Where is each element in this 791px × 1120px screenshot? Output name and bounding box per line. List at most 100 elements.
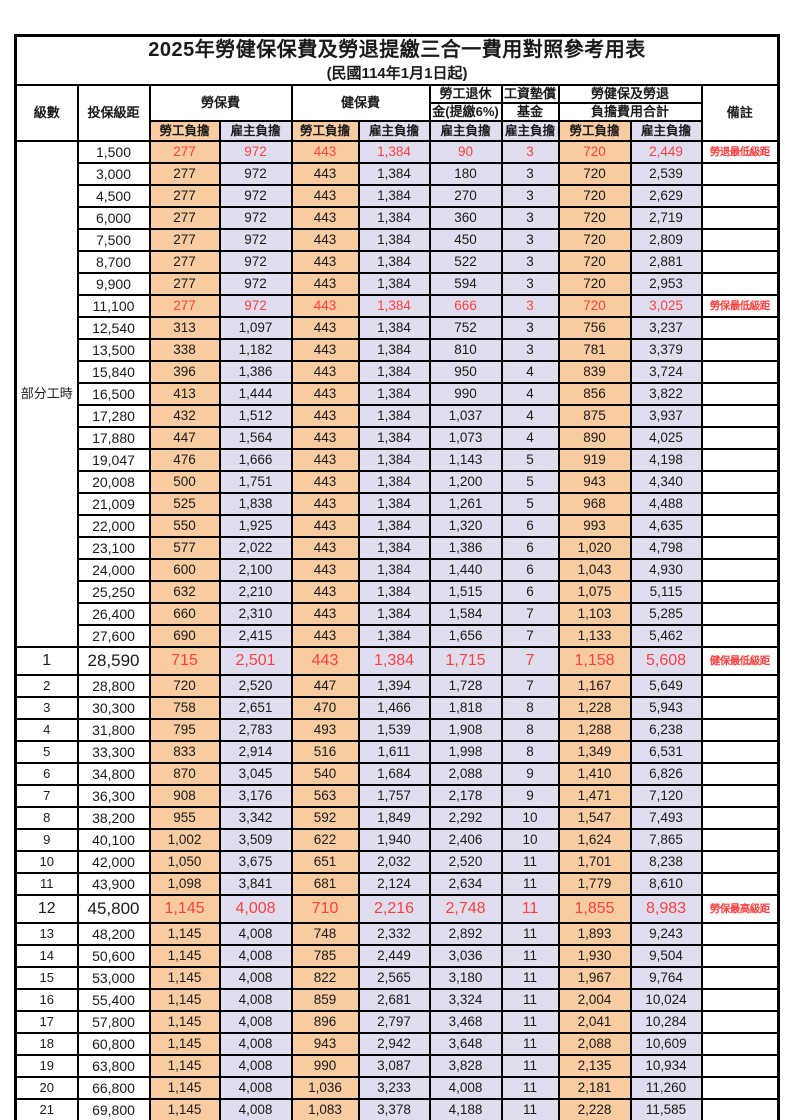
cell-remarks	[700, 922, 780, 946]
table-row: 4 31,800 795 2,783 493 1,539 1,908 8 1,288 6,238	[14, 718, 780, 742]
cell-total-employee: 943	[557, 470, 632, 494]
cell-total-employer: 5,649	[629, 674, 703, 698]
cell-bracket: 19,047	[76, 448, 151, 472]
cell-labor-employer: 972	[218, 140, 293, 164]
cell-wage-fund-employer: 3	[500, 338, 560, 362]
cell-remarks	[700, 536, 780, 560]
cell-health-employee: 443	[290, 448, 360, 472]
cell-level: 19	[14, 1054, 79, 1078]
cell-health-employee: 443	[290, 140, 360, 164]
table-row: 7,500 277 972 443 1,384 450 3 720 2,809	[16, 228, 780, 252]
cell-total-employer: 3,937	[629, 404, 703, 428]
cell-pension-employer: 3,324	[428, 988, 503, 1012]
table-row: 17,280 432 1,512 443 1,384 1,037 4 875 3,937	[16, 404, 780, 428]
cell-health-employer: 1,384	[357, 536, 431, 560]
cell-remarks	[700, 206, 780, 230]
col-header-health-insurance: 健保費	[290, 84, 431, 122]
cell-health-employer: 1,384	[357, 338, 431, 362]
cell-remarks	[700, 944, 780, 968]
cell-bracket: 23,100	[76, 536, 151, 560]
cell-labor-employer: 1,097	[218, 316, 293, 340]
col-header-labor-insurance: 勞保費	[148, 84, 293, 122]
cell-level: 1	[14, 646, 79, 676]
cell-labor-employee: 600	[148, 558, 221, 582]
cell-health-employer: 1,384	[357, 492, 431, 516]
cell-total-employee: 1,228	[557, 696, 632, 720]
cell-total-employee: 1,967	[557, 966, 632, 990]
cell-pension-employer: 90	[428, 140, 503, 164]
cell-wage-fund-employer: 11	[500, 1098, 560, 1120]
cell-remarks	[700, 272, 780, 296]
cell-labor-employee: 277	[148, 162, 221, 186]
col-header-remarks: 備註	[700, 84, 780, 142]
table-row: 15,840 396 1,386 443 1,384 950 4 839 3,724	[16, 360, 780, 384]
cell-labor-employee: 277	[148, 228, 221, 252]
table-row: 21 69,800 1,145 4,008 1,083 3,378 4,188 11 2,228…	[14, 1098, 780, 1120]
table-row: 5 33,300 833 2,914 516 1,611 1,998 8 1,349 6,531	[14, 740, 780, 764]
cell-level: 21	[14, 1098, 79, 1120]
cell-labor-employer: 1,512	[218, 404, 293, 428]
cell-remarks	[700, 1054, 780, 1078]
cell-total-employee: 2,135	[557, 1054, 632, 1078]
cell-total-employer: 5,115	[629, 580, 703, 604]
cell-total-employer: 10,934	[629, 1054, 703, 1078]
cell-health-employee: 470	[290, 696, 360, 720]
cell-total-employer: 2,881	[629, 250, 703, 274]
cell-health-employee: 443	[290, 184, 360, 208]
cell-wage-fund-employer: 10	[500, 828, 560, 852]
subheader-labor-employee-share: 勞工負擔	[148, 120, 221, 142]
cell-total-employee: 1,893	[557, 922, 632, 946]
cell-labor-employer: 1,838	[218, 492, 293, 516]
cell-remarks	[700, 624, 780, 648]
cell-remarks	[700, 162, 780, 186]
cell-health-employee: 443	[290, 294, 360, 318]
col-header-total-line2: 負擔費用合計	[557, 102, 703, 122]
table-row: 9,900 277 972 443 1,384 594 3 720 2,953	[16, 272, 780, 296]
cell-labor-employer: 2,210	[218, 580, 293, 604]
cell-health-employee: 443	[290, 580, 360, 604]
page-subtitle: (民國114年1月1日起)	[326, 65, 468, 82]
cell-labor-employee: 720	[148, 674, 221, 698]
cell-health-employee: 540	[290, 762, 360, 786]
cell-labor-employee: 1,145	[148, 1054, 221, 1078]
cell-health-employee: 990	[290, 1054, 360, 1078]
cell-total-employer: 4,798	[629, 536, 703, 560]
cell-pension-employer: 3,648	[428, 1032, 503, 1056]
cell-bracket: 3,000	[76, 162, 151, 186]
cell-bracket: 11,100	[76, 294, 151, 318]
cell-total-employer: 8,238	[629, 850, 703, 874]
col-header-wage-fund-line2: 基金	[500, 102, 560, 122]
cell-wage-fund-employer: 3	[500, 184, 560, 208]
col-header-pension-line1: 勞工退休	[428, 84, 503, 104]
cell-labor-employer: 1,182	[218, 338, 293, 362]
cell-wage-fund-employer: 4	[500, 404, 560, 428]
table-row: 17,880 447 1,564 443 1,384 1,073 4 890 4,025	[16, 426, 780, 450]
cell-health-employer: 1,384	[357, 624, 431, 648]
cell-health-employee: 859	[290, 988, 360, 1012]
cell-wage-fund-employer: 3	[500, 140, 560, 164]
col-header-total-line1: 勞健保及勞退	[557, 84, 703, 104]
table-row: 6,000 277 972 443 1,384 360 3 720 2,719	[16, 206, 780, 230]
cell-labor-employee: 476	[148, 448, 221, 472]
cell-total-employer: 10,024	[629, 988, 703, 1012]
cell-health-employer: 1,757	[357, 784, 431, 808]
cell-labor-employer: 2,783	[218, 718, 293, 742]
cell-total-employer: 4,340	[629, 470, 703, 494]
col-header-level: 級數	[14, 84, 79, 142]
cell-remarks	[700, 740, 780, 764]
cell-level: 2	[14, 674, 79, 698]
cell-total-employer: 2,629	[629, 184, 703, 208]
cell-health-employee: 443	[290, 514, 360, 538]
table-row: 27,600 690 2,415 443 1,384 1,656 7 1,133 5,462	[16, 624, 780, 648]
cell-total-employee: 720	[557, 162, 632, 186]
cell-remarks	[700, 762, 780, 786]
cell-labor-employee: 1,145	[148, 1076, 221, 1100]
cell-labor-employee: 277	[148, 272, 221, 296]
cell-level: 16	[14, 988, 79, 1012]
cell-total-employee: 1,288	[557, 718, 632, 742]
cell-remarks	[700, 1010, 780, 1034]
table-body: 部分工時 1,500 277 972 443 1,384 90 3 720 2,449 勞退最低級距…	[14, 140, 780, 1120]
subheader-health-employee-share: 勞工負擔	[290, 120, 360, 142]
cell-labor-employer: 2,914	[218, 740, 293, 764]
